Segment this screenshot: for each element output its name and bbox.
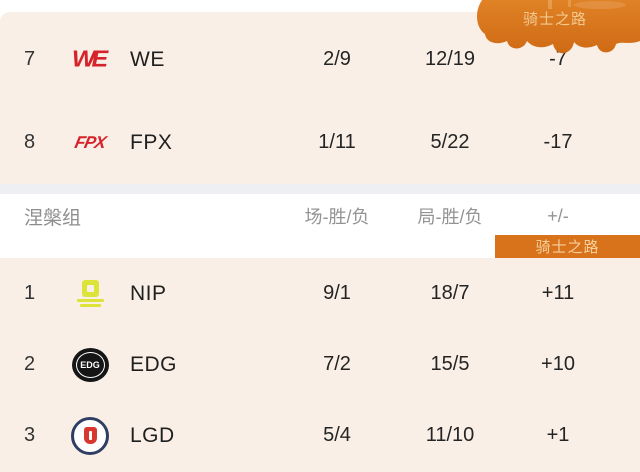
score-diff: -7 bbox=[549, 48, 567, 70]
score-diff: -17 bbox=[543, 131, 573, 153]
splash-shape bbox=[476, 0, 640, 54]
rank-number: 8 bbox=[24, 131, 36, 153]
column-header-diff: +/- bbox=[547, 205, 569, 226]
edg-logo-glyph: EDG bbox=[71, 347, 109, 382]
nip-logo bbox=[60, 280, 120, 307]
match-winloss: 7/2 bbox=[323, 353, 351, 375]
match-winloss: 9/1 bbox=[323, 282, 351, 304]
score-diff: +10 bbox=[541, 353, 575, 375]
we-logo: WE bbox=[60, 45, 120, 74]
column-header-game: 局-胜/负 bbox=[417, 207, 483, 227]
match-winloss: 5/4 bbox=[323, 424, 351, 446]
nip-logo-glyph bbox=[76, 280, 104, 307]
team-name: LGD bbox=[130, 423, 175, 447]
splash-badge-label: 骑士之路 bbox=[522, 11, 587, 28]
game-winloss: 12/19 bbox=[424, 48, 476, 70]
knights-road-splash-badge: 骑士之路 bbox=[450, 0, 640, 58]
rank-number: 1 bbox=[24, 282, 36, 304]
team-name: EDG bbox=[130, 352, 178, 376]
fpx-logo: FPX bbox=[60, 133, 120, 153]
nirvana-group-header: 涅槃组 场-胜/负 局-胜/负 +/- 骑士之路 bbox=[0, 194, 640, 258]
game-winloss: 5/22 bbox=[430, 131, 470, 153]
edg-logo: EDG bbox=[60, 347, 120, 382]
we-logo-glyph: WE bbox=[71, 46, 108, 72]
table-row[interactable]: 2 EDG EDG 7/2 15/5 +10 bbox=[0, 329, 640, 400]
column-header-match: 场-胜/负 bbox=[304, 207, 370, 227]
column-header-row: 涅槃组 场-胜/负 局-胜/负 +/- bbox=[0, 194, 640, 238]
rank-number: 3 bbox=[24, 424, 36, 446]
table-row[interactable]: 3 LGD 5/4 11/10 +1 bbox=[0, 400, 640, 471]
team-name: WE bbox=[130, 47, 165, 71]
rank-number: 2 bbox=[24, 353, 36, 375]
game-winloss: 11/10 bbox=[425, 424, 475, 446]
group-title: 涅槃组 bbox=[24, 207, 82, 229]
lgd-logo-glyph bbox=[71, 416, 109, 455]
fpx-logo-glyph: FPX bbox=[73, 132, 108, 152]
game-winloss: 18/7 bbox=[430, 282, 470, 304]
match-winloss: 2/9 bbox=[323, 48, 351, 70]
table-row[interactable]: 7 WE WE 2/9 12/19 -7 bbox=[0, 18, 640, 101]
team-name: FPX bbox=[130, 130, 173, 154]
knights-road-badge: 骑士之路 bbox=[495, 235, 640, 258]
standings-card-nirvana: 1 NIP 9/1 18/7 +11 2 EDG EDG 7/2 15/5 +1… bbox=[0, 258, 640, 472]
section-divider bbox=[0, 184, 640, 194]
table-row[interactable]: 1 NIP 9/1 18/7 +11 bbox=[0, 258, 640, 329]
rank-number: 7 bbox=[24, 48, 36, 70]
game-winloss: 15/5 bbox=[430, 353, 470, 375]
match-winloss: 1/11 bbox=[318, 131, 356, 153]
score-diff: +11 bbox=[541, 282, 575, 304]
lgd-logo bbox=[60, 416, 120, 455]
team-name: NIP bbox=[130, 281, 167, 305]
table-row[interactable]: 8 FPX FPX 1/11 5/22 -17 bbox=[0, 101, 640, 184]
score-diff: +1 bbox=[546, 424, 570, 446]
